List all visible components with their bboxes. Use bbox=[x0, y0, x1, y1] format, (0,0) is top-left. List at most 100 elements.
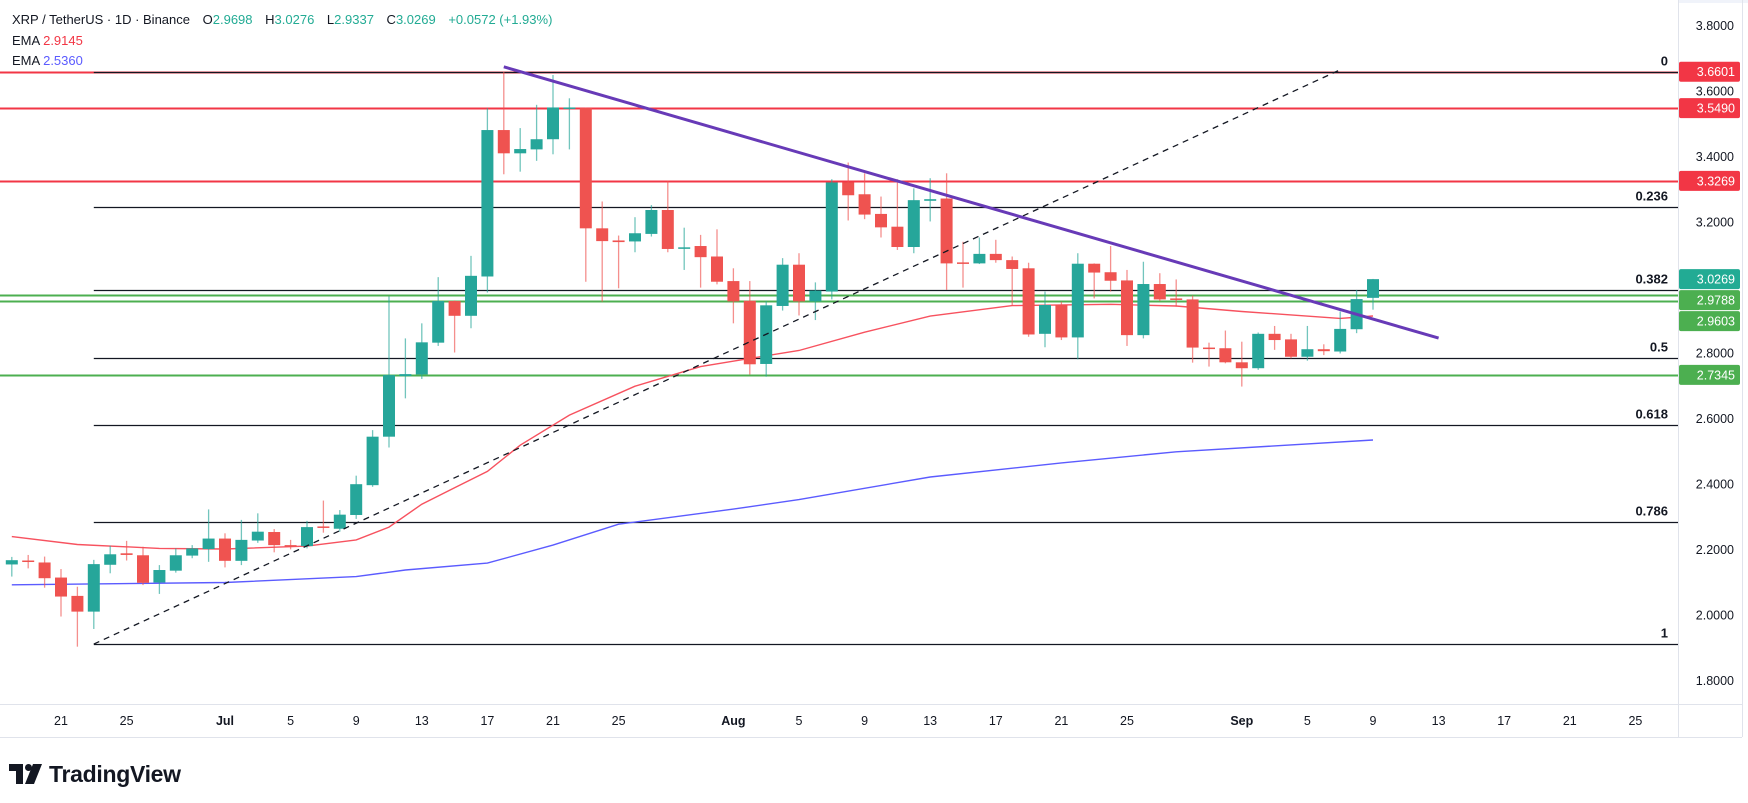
candle[interactable] bbox=[1137, 261, 1150, 339]
candle[interactable] bbox=[1268, 325, 1281, 350]
candle[interactable] bbox=[711, 229, 723, 285]
candle[interactable] bbox=[1186, 295, 1199, 363]
candle[interactable] bbox=[875, 196, 887, 238]
candle[interactable] bbox=[1071, 253, 1084, 360]
candle[interactable] bbox=[858, 173, 871, 220]
candle[interactable] bbox=[1104, 246, 1117, 292]
candle[interactable] bbox=[825, 179, 838, 300]
candle[interactable] bbox=[481, 108, 494, 293]
candle[interactable] bbox=[333, 510, 346, 532]
candle[interactable] bbox=[219, 533, 231, 568]
candle[interactable] bbox=[169, 548, 182, 573]
candle[interactable] bbox=[1334, 311, 1347, 354]
candle[interactable] bbox=[957, 241, 969, 288]
candle[interactable] bbox=[120, 540, 133, 561]
candle[interactable] bbox=[399, 338, 412, 399]
candle[interactable] bbox=[1006, 256, 1019, 306]
candle[interactable] bbox=[448, 300, 461, 353]
candle[interactable] bbox=[1317, 344, 1330, 356]
candle[interactable] bbox=[776, 258, 789, 311]
candle[interactable] bbox=[284, 539, 297, 550]
candle[interactable] bbox=[22, 554, 35, 569]
symbol-title[interactable]: XRP / TetherUS · 1D · Binance bbox=[12, 12, 190, 27]
candle[interactable] bbox=[678, 227, 691, 270]
candle[interactable] bbox=[55, 569, 67, 617]
candle[interactable] bbox=[1235, 341, 1248, 387]
candle[interactable] bbox=[251, 513, 264, 543]
candle[interactable] bbox=[891, 179, 904, 250]
candle[interactable] bbox=[563, 98, 576, 150]
candle[interactable] bbox=[301, 520, 313, 549]
candle[interactable] bbox=[1039, 291, 1051, 348]
candle[interactable] bbox=[268, 529, 281, 553]
candle[interactable] bbox=[186, 545, 199, 559]
candle[interactable] bbox=[202, 509, 215, 562]
candle[interactable] bbox=[153, 565, 166, 594]
candle[interactable] bbox=[432, 277, 445, 346]
descending-trendline[interactable] bbox=[503, 65, 1440, 340]
candle[interactable] bbox=[38, 556, 51, 588]
candle[interactable] bbox=[1022, 262, 1035, 337]
resistance-price-badge-text: 3.5490 bbox=[1697, 102, 1735, 116]
fib-trend-dashed-line[interactable] bbox=[93, 69, 1341, 645]
candle[interactable] bbox=[694, 234, 707, 288]
candle[interactable] bbox=[497, 71, 510, 175]
candle[interactable] bbox=[661, 180, 674, 253]
candle[interactable] bbox=[530, 104, 543, 161]
candle[interactable] bbox=[87, 559, 100, 629]
candle[interactable] bbox=[1219, 330, 1232, 364]
candle[interactable] bbox=[973, 237, 986, 265]
plot-area[interactable] bbox=[0, 0, 1678, 704]
candle[interactable] bbox=[1055, 301, 1068, 341]
candle[interactable] bbox=[465, 255, 477, 329]
candle[interactable] bbox=[645, 205, 658, 237]
candle[interactable] bbox=[1285, 333, 1297, 359]
candle[interactable] bbox=[547, 75, 559, 155]
candle[interactable] bbox=[1121, 269, 1133, 346]
candle-body bbox=[940, 198, 953, 264]
candle[interactable] bbox=[366, 430, 379, 487]
candle[interactable] bbox=[842, 162, 855, 221]
candle[interactable] bbox=[1367, 278, 1379, 310]
candle[interactable] bbox=[1088, 263, 1101, 299]
candle[interactable] bbox=[5, 556, 18, 577]
candle[interactable] bbox=[727, 268, 740, 324]
candle[interactable] bbox=[809, 282, 822, 321]
time-tick-label: 25 bbox=[1120, 714, 1134, 728]
ema-line-2[interactable] bbox=[11, 439, 1374, 586]
candle[interactable] bbox=[596, 201, 609, 302]
candle[interactable] bbox=[415, 323, 428, 380]
fib-level-label: 0.5 bbox=[1650, 340, 1668, 355]
candle[interactable] bbox=[1203, 342, 1215, 367]
candle[interactable] bbox=[579, 107, 592, 282]
candle[interactable] bbox=[104, 545, 117, 574]
candle[interactable] bbox=[612, 235, 625, 289]
candle[interactable] bbox=[743, 281, 756, 375]
candle[interactable] bbox=[1252, 332, 1265, 370]
candle[interactable] bbox=[1170, 279, 1183, 307]
support-price-badge: 2.7345 bbox=[1679, 364, 1740, 385]
candle[interactable] bbox=[350, 475, 363, 519]
candle[interactable] bbox=[514, 128, 527, 172]
candle[interactable] bbox=[924, 178, 937, 222]
time-axis[interactable]: 21 25 Jul 5 9 13 17 21 25 Aug 5 9 13 17 21 25 Sep 5 9 13 17 2… bbox=[54, 714, 1642, 728]
candle[interactable] bbox=[1301, 325, 1314, 361]
candle-body bbox=[858, 194, 871, 215]
candle[interactable] bbox=[940, 173, 953, 290]
candle[interactable] bbox=[71, 586, 84, 647]
candle[interactable] bbox=[383, 296, 395, 448]
candle[interactable] bbox=[907, 188, 920, 254]
candle[interactable] bbox=[317, 500, 330, 533]
candle[interactable] bbox=[1153, 273, 1166, 302]
ema-legend-2[interactable]: EMA 2.5360 bbox=[12, 51, 83, 71]
ema-legend-1[interactable]: EMA 2.9145 bbox=[12, 31, 83, 51]
tradingview-logo[interactable]: TradingView bbox=[9, 760, 181, 788]
candle[interactable] bbox=[793, 253, 805, 316]
candle[interactable] bbox=[629, 217, 641, 253]
price-axis[interactable]: 3.8000 3.6000 3.4000 3.2000 2.8000 2.6000 2.40… bbox=[1696, 19, 1734, 688]
candle[interactable] bbox=[235, 519, 248, 566]
close-value: 3.0269 bbox=[395, 12, 436, 27]
candle[interactable] bbox=[989, 239, 1002, 263]
candle[interactable] bbox=[137, 546, 149, 586]
